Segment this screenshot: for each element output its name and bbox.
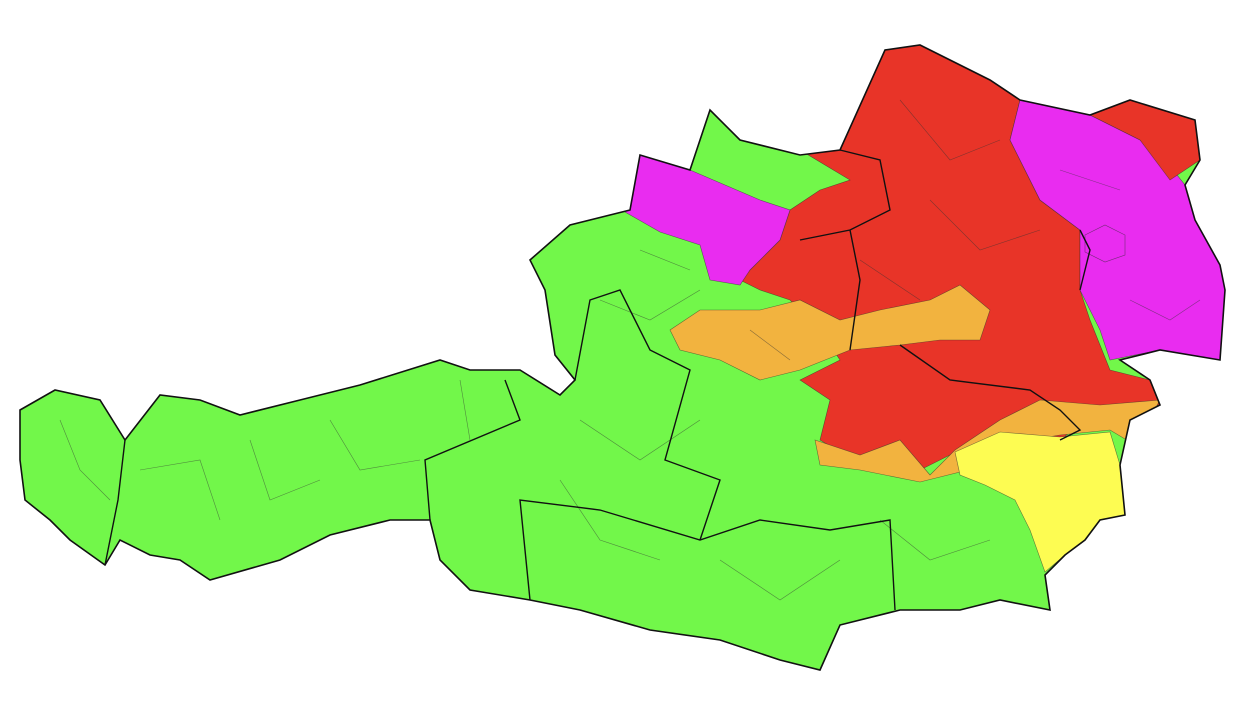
vienna-zone xyxy=(1084,224,1126,263)
orange-zone-central xyxy=(669,284,991,381)
austria-outline xyxy=(19,44,1226,671)
district-borders xyxy=(59,99,1201,601)
state-borders xyxy=(104,149,1091,611)
